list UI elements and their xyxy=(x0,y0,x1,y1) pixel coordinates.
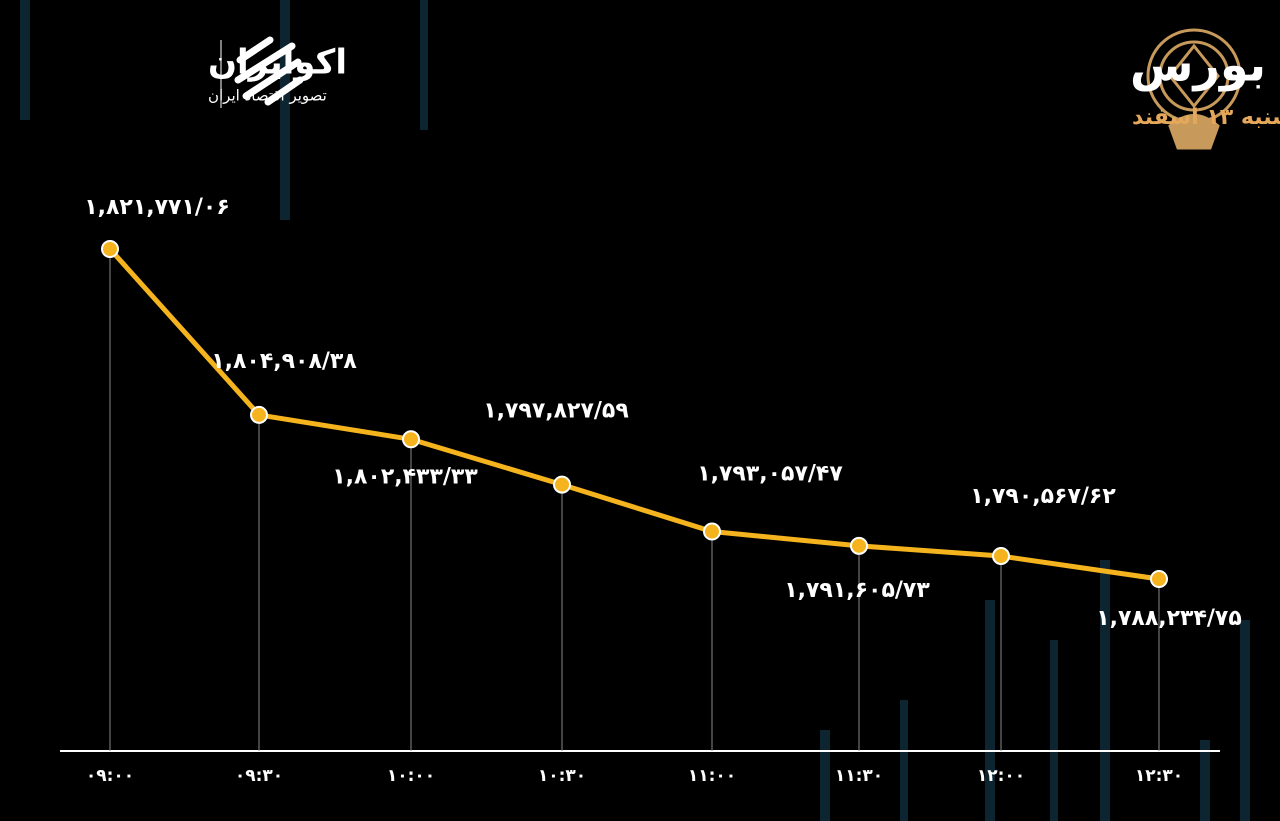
x-tick-label: ۱۲:۰۰ xyxy=(977,766,1025,786)
value-label: ۱,۷۹۰,۵۶۷/۶۲ xyxy=(970,484,1116,509)
x-tick-label: ۱۱:۰۰ xyxy=(688,766,736,786)
data-point xyxy=(101,240,119,258)
x-tick-label: ۱۰:۰۰ xyxy=(387,766,435,786)
data-point xyxy=(703,522,721,541)
data-point xyxy=(250,405,268,424)
title: روند شاخص کل بورس xyxy=(1130,38,1280,92)
value-label: ۱,۸۲۱,۷۷۱/۰۶ xyxy=(84,195,230,220)
x-tick-label: ۰۹:۰۰ xyxy=(86,766,134,786)
value-label: ۱,۷۸۸,۲۳۴/۷۵ xyxy=(1096,606,1242,631)
logo xyxy=(234,36,304,106)
x-tick-label: ۰۹:۳۰ xyxy=(235,766,283,786)
emblem xyxy=(1146,28,1242,150)
value-label: ۱,۷۹۳,۰۵۷/۴۷ xyxy=(697,462,843,487)
data-point xyxy=(992,547,1010,566)
series-line xyxy=(108,247,1160,582)
value-label: ۱,۷۹۱,۶۰۵/۷۳ xyxy=(784,578,930,603)
background-bars xyxy=(20,0,1250,821)
data-point xyxy=(850,536,868,555)
data-point xyxy=(553,475,571,494)
value-label: ۱,۸۰۴,۹۰۸/۳۸ xyxy=(211,349,357,374)
x-tick-label: ۱۲:۳۰ xyxy=(1135,766,1183,786)
brand-tagline: تصویر اقتصاد ایران xyxy=(208,87,327,105)
data-point xyxy=(402,430,420,449)
data-point xyxy=(1150,570,1168,588)
brand: اکوایران xyxy=(208,43,347,83)
value-label: ۱,۷۹۷,۸۲۷/۵۹ xyxy=(483,399,629,424)
value-label: ۱,۸۰۲,۴۳۳/۳۳ xyxy=(332,464,478,489)
x-tick-label: ۱۰:۳۰ xyxy=(538,766,586,786)
subtitle: شنبه ۱۳ اسفند xyxy=(1132,105,1280,130)
x-tick-label: ۱۱:۳۰ xyxy=(835,766,883,786)
